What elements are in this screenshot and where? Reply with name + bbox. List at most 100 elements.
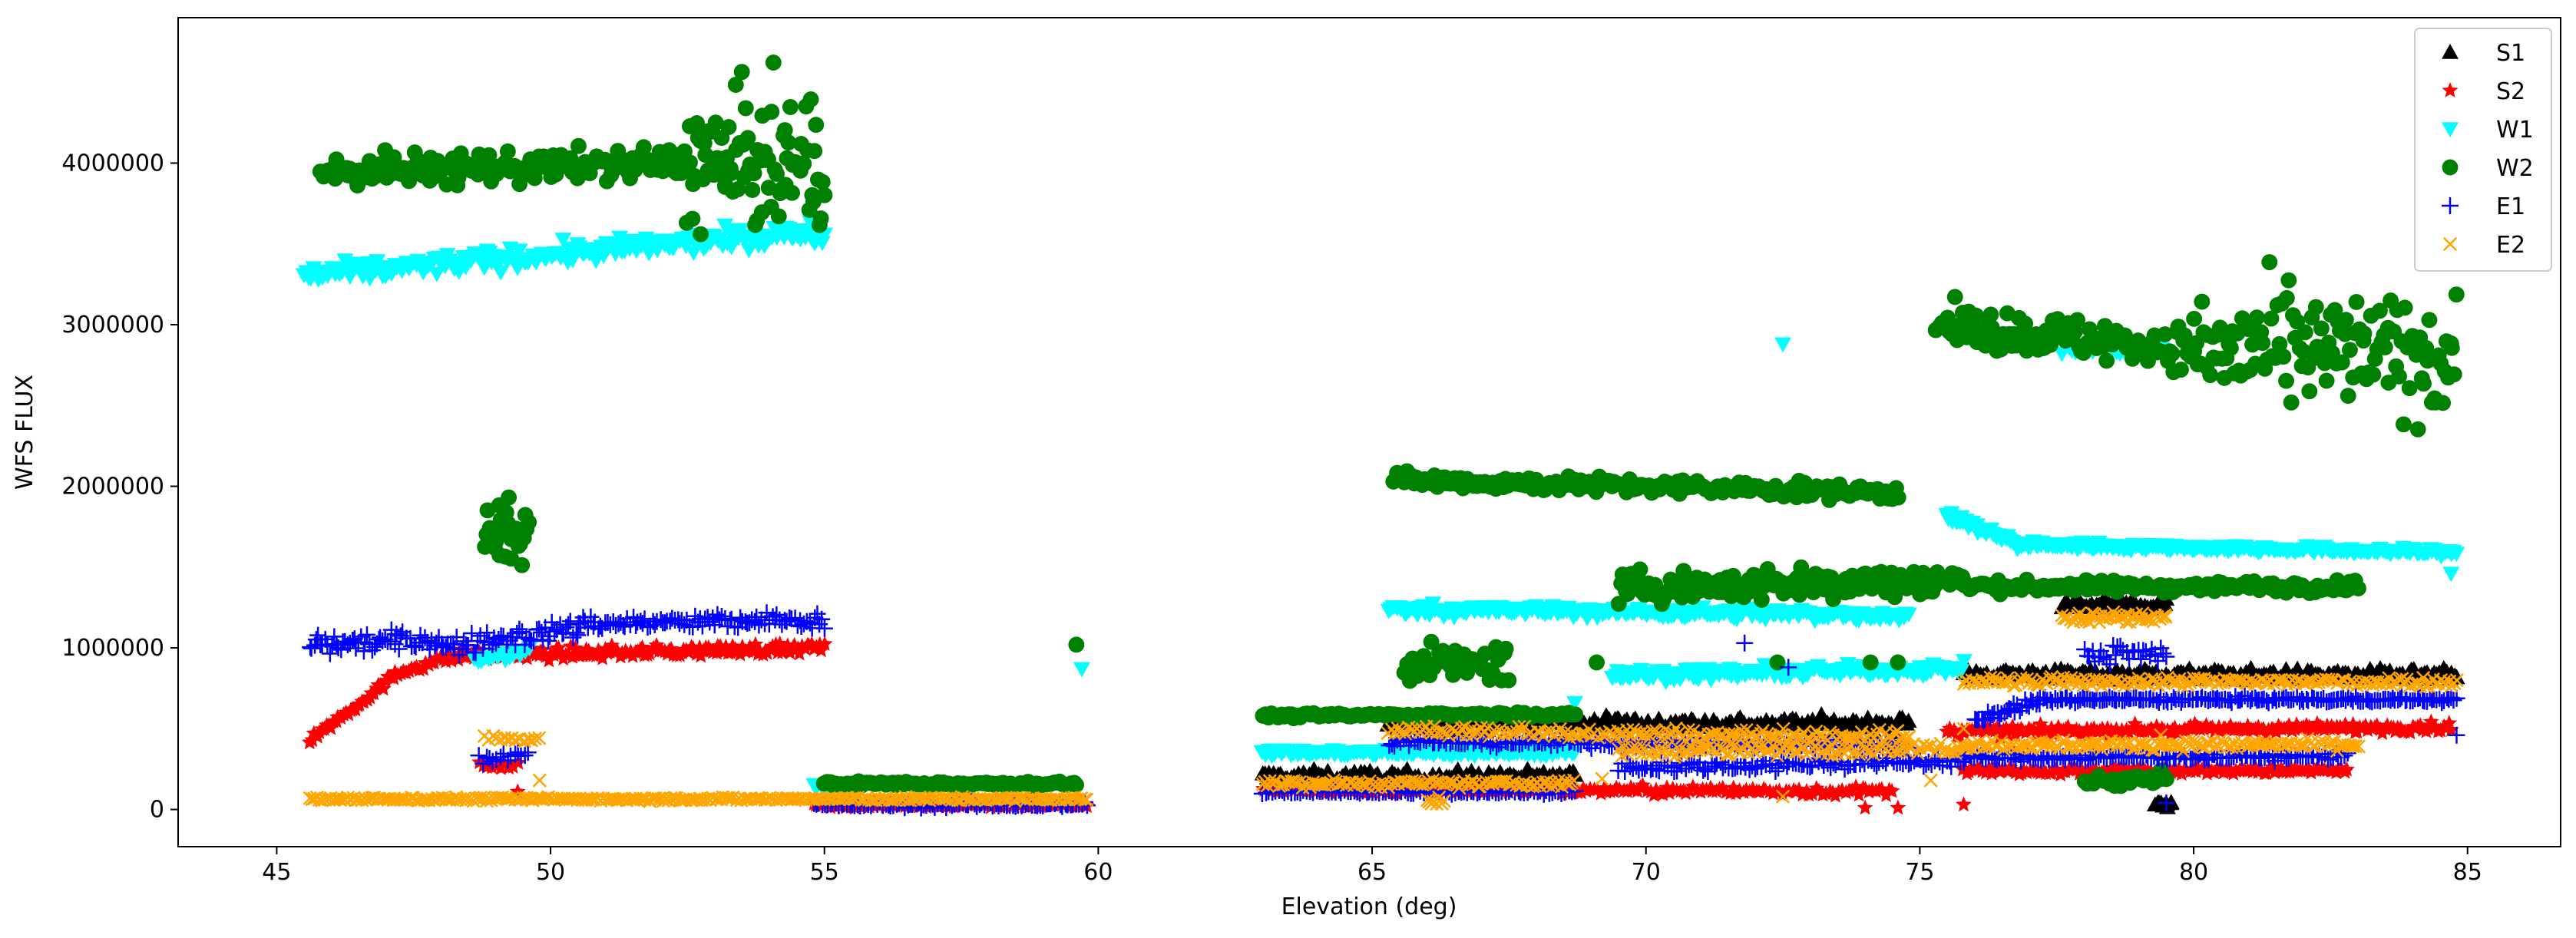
marker-w1 [1073,662,1090,678]
marker-e1 [407,638,425,656]
marker-s2 [304,732,321,748]
marker-w2 [782,98,799,115]
marker-s2 [1857,799,1873,815]
marker-s1 [1610,710,1628,726]
marker-w2 [2376,339,2393,355]
marker-e1 [1943,758,1960,775]
marker-e1 [470,747,488,765]
marker-w2 [2348,293,2365,310]
marker-e1 [309,626,327,644]
marker-w2 [812,210,829,227]
marker-e1 [2154,645,2172,662]
marker-w2 [682,154,698,171]
marker-w2 [2313,320,2330,337]
marker-w2 [763,104,780,121]
marker-w2 [769,166,785,182]
marker-w2 [723,165,739,181]
data-markers [295,54,2465,817]
marker-e1 [2172,693,2190,711]
marker-e1 [2448,726,2465,744]
marker-w2 [2202,367,2219,384]
marker-w1 [492,265,510,281]
marker-s2 [2121,723,2137,739]
marker-e1 [2158,794,2175,812]
marker-e2 [504,791,520,806]
marker-e2 [684,793,699,808]
marker-e1 [567,624,585,642]
marker-w2 [2275,348,2292,365]
marker-s2 [504,758,521,774]
marker-e1 [1767,762,1784,780]
series-e2 [303,605,2464,811]
marker-w1 [2442,566,2460,583]
marker-s1 [2289,660,2306,676]
marker-w2 [2445,366,2462,383]
marker-s2 [2050,718,2067,735]
marker-w2 [514,557,531,573]
marker-w2 [765,54,782,71]
marker-s2 [1635,777,1651,792]
marker-w2 [2318,372,2335,389]
marker-w2 [739,130,756,147]
marker-w2 [2254,335,2271,352]
marker-w2 [2186,310,2203,327]
marker-w2 [1415,648,1432,665]
marker-s2 [2095,722,2112,738]
marker-w1 [511,243,528,259]
marker-w1 [341,269,359,286]
marker-e1 [2445,692,2462,709]
marker-s2 [1956,796,1972,812]
marker-e1 [511,620,528,638]
marker-w2 [744,182,761,198]
marker-w2 [521,514,537,530]
marker-w2 [2340,388,2356,405]
marker-w2 [696,135,713,151]
marker-e1 [2024,693,2042,711]
marker-w2 [806,143,823,160]
marker-w2 [816,187,833,203]
marker-s2 [732,646,749,662]
marker-w2 [814,173,831,190]
marker-e1 [2115,642,2132,659]
marker-w2 [780,134,797,151]
marker-e1 [326,628,343,646]
marker-s2 [322,719,339,735]
marker-w2 [1567,706,1584,723]
marker-w2 [1862,654,1879,671]
marker-w2 [2342,342,2358,358]
marker-w2 [2307,299,2324,315]
marker-w1 [1900,607,1917,623]
marker-s2 [2339,761,2355,777]
marker-w2 [2278,372,2295,389]
marker-w2 [2098,352,2115,369]
marker-w2 [684,210,701,227]
marker-e1 [2013,699,2031,716]
marker-w2 [2194,293,2211,310]
marker-w2 [784,184,800,201]
marker-w2 [2042,336,2059,353]
marker-e1 [561,613,579,630]
marker-w2 [737,100,754,117]
marker-w1 [1774,337,1792,353]
marker-e1 [516,747,534,765]
marker-w2 [2333,354,2350,371]
marker-w2 [727,77,744,93]
marker-s2 [2222,717,2239,733]
marker-s2 [415,660,432,676]
marker-w2 [1753,591,1770,608]
marker-w2 [1890,489,1906,506]
marker-w2 [2365,366,2382,383]
marker-e1 [569,626,587,644]
marker-w2 [1497,640,1514,657]
marker-w2 [2017,315,2034,332]
marker-w2 [2418,339,2435,356]
marker-s2 [2143,720,2160,736]
marker-s2 [745,643,762,659]
marker-w2 [2173,362,2189,378]
marker-w2 [1968,307,1985,324]
marker-w2 [2396,299,2413,316]
marker-w2 [746,165,762,182]
marker-e1 [1975,712,1992,729]
marker-e2 [672,792,686,807]
marker-w2 [1887,589,1903,606]
